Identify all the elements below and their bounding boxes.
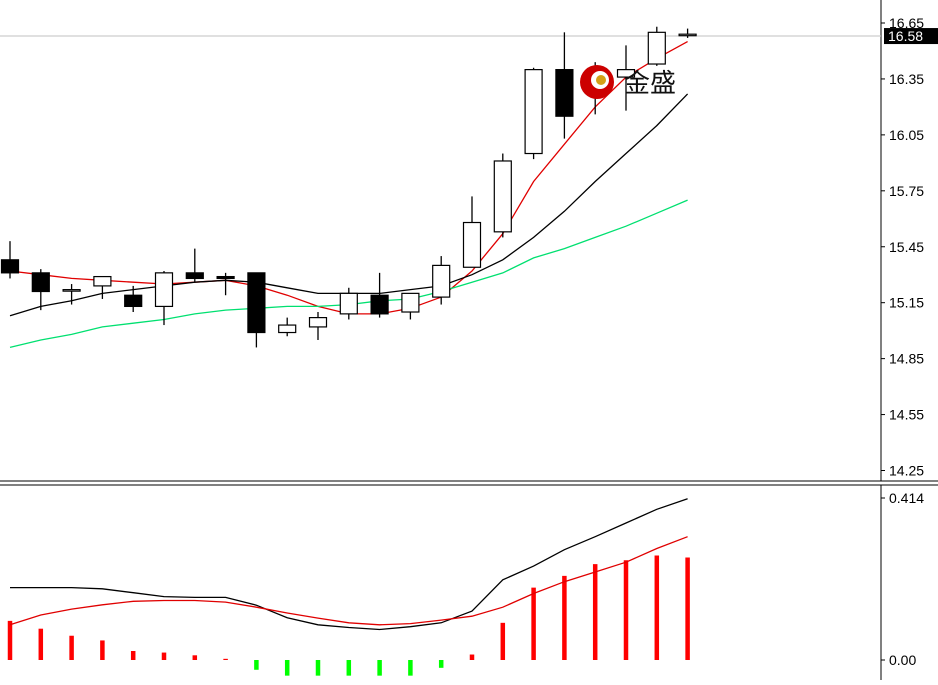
candle [432, 256, 451, 305]
oscillator-axis: 0.414 0.00 [881, 490, 924, 668]
price-tick-label: 14.55 [889, 407, 924, 423]
moving-average-line-3 [9, 199, 688, 349]
price-tick-label: 14.25 [889, 463, 924, 479]
candle-body [370, 294, 389, 315]
price-tick-label: 15.75 [889, 183, 924, 199]
candle [62, 284, 81, 305]
candle-body [401, 292, 420, 313]
candle [462, 196, 482, 268]
candle [278, 317, 297, 337]
current-price-label: 16.58 [888, 28, 923, 44]
price-tick-label: 16.65 [889, 15, 924, 31]
candle [185, 248, 204, 283]
candle-body [524, 69, 543, 155]
logo-dot-icon [596, 75, 606, 85]
candle [493, 153, 512, 238]
oscillator-tick-label: 0.00 [889, 652, 916, 668]
candle [647, 26, 666, 66]
candle-body [124, 294, 143, 308]
candle-body [31, 272, 50, 293]
candle [31, 269, 50, 311]
price-axis: 16.65 16.35 16.05 15.75 15.45 15.15 14.85 14.55… [881, 15, 938, 479]
candle-body [647, 31, 666, 65]
candle-body [339, 292, 358, 315]
candle-body [432, 264, 451, 298]
candle [401, 292, 420, 320]
candle [216, 272, 235, 296]
candle [93, 275, 112, 299]
candle-body [185, 272, 204, 280]
candle-body [93, 275, 112, 287]
candle-body [154, 272, 174, 308]
current-price-label-box [884, 28, 938, 45]
candle [370, 272, 389, 318]
candle [678, 28, 697, 38]
candle [555, 32, 574, 139]
candle [154, 270, 174, 326]
candle [524, 67, 543, 160]
candle [0, 241, 20, 279]
candle-body [247, 272, 266, 334]
candle [616, 45, 636, 111]
candle-body [216, 275, 235, 280]
candle-body [616, 69, 636, 78]
price-tick-label: 14.85 [889, 351, 924, 367]
candle-body [62, 289, 81, 292]
price-panel [0, 0, 938, 486]
candle [124, 285, 143, 313]
candle-body [678, 33, 697, 37]
price-tick-label: 16.05 [889, 127, 924, 143]
candle-body [308, 317, 328, 328]
candle [247, 272, 266, 348]
candle-body [0, 259, 20, 274]
candle [308, 312, 328, 340]
candle-body [555, 69, 574, 117]
candle-body [278, 324, 297, 334]
candle-body [462, 221, 482, 268]
oscillator-line-2 [9, 536, 688, 626]
oscillator-line-1 [10, 498, 688, 631]
candle-body [493, 160, 512, 233]
price-tick-label: 16.35 [889, 71, 924, 87]
candle [339, 287, 358, 320]
moving-average-line-2 [9, 93, 689, 317]
price-tick-label: 15.15 [889, 295, 924, 311]
price-tick-label: 15.45 [889, 239, 924, 255]
watermark-text: 金盛 [624, 68, 676, 98]
oscillator-tick-label: 0.414 [889, 490, 924, 506]
oscillator-panel [7, 485, 882, 680]
watermark-logo: 金盛 [580, 65, 676, 99]
